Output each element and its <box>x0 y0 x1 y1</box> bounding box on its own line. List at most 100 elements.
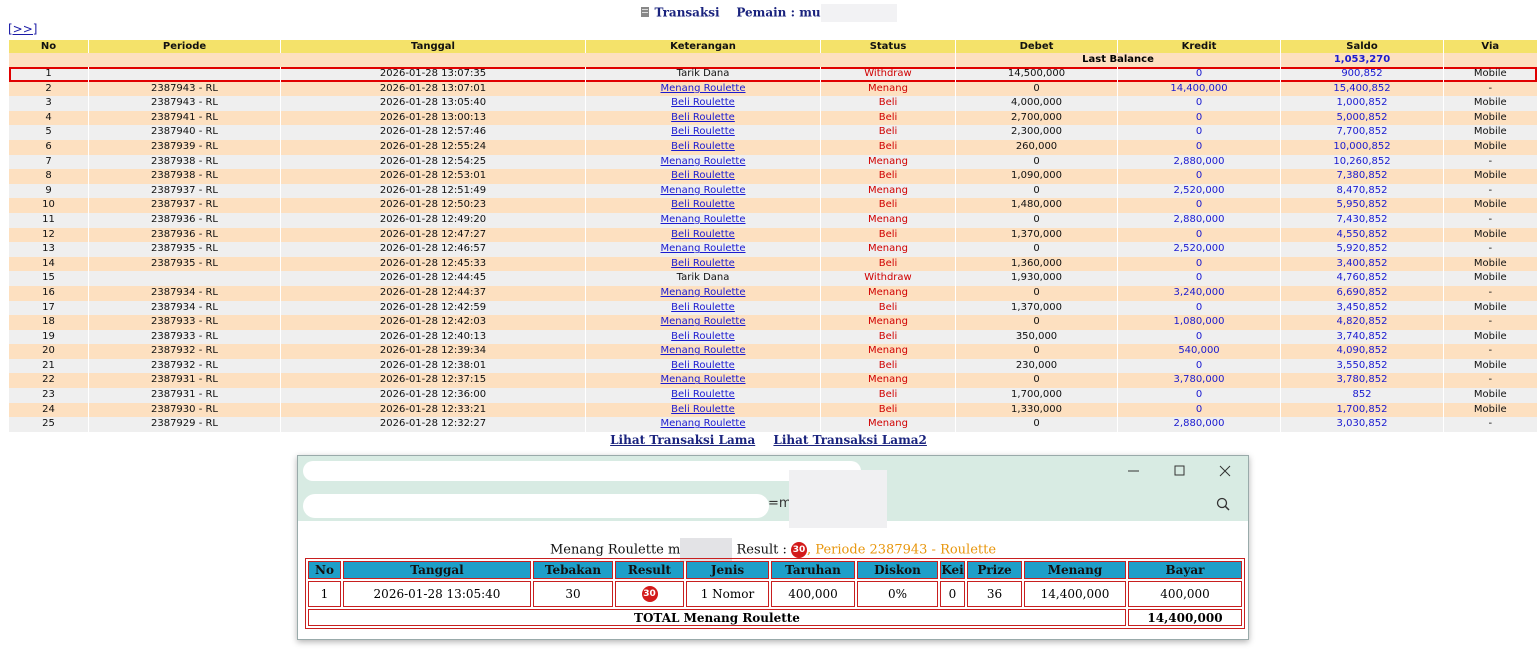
kredit: 2,880,000 <box>1117 212 1281 228</box>
debet: 0 <box>955 373 1118 389</box>
cell: 14,400,000 <box>1024 581 1126 607</box>
column-header: Jenis <box>686 561 769 579</box>
saldo: 852 <box>1280 388 1444 403</box>
cell: 400,000 <box>771 581 855 607</box>
keterangan-link[interactable]: Menang Roulette <box>660 345 746 357</box>
kredit: 14,400,000 <box>1117 81 1281 97</box>
tanggal: 2026-01-28 12:42:59 <box>280 300 586 316</box>
keterangan-link[interactable]: Menang Roulette <box>660 374 746 386</box>
periode: 2387937 - RL <box>88 183 281 199</box>
keterangan-link[interactable]: Beli Roulette <box>671 389 735 401</box>
address: =m <box>768 496 792 511</box>
tanggal: 2026-01-28 13:07:01 <box>280 81 586 97</box>
status: Menang <box>820 285 956 301</box>
no: 7 <box>8 154 89 170</box>
keterangan-link[interactable]: Beli Roulette <box>671 257 735 269</box>
no: 2 <box>8 81 89 97</box>
column-header: Debet <box>955 40 1118 53</box>
status: Menang <box>820 81 956 97</box>
tanggal: 2026-01-28 12:38:01 <box>280 358 586 374</box>
links: Lihat Transaksi Lama Lihat Transaksi Lam… <box>0 433 1537 447</box>
keterangan-link[interactable]: Beli Roulette <box>671 97 735 109</box>
window-controls[interactable] <box>1118 461 1238 516</box>
periode: , Periode 2387943 - Roulette <box>807 542 997 558</box>
keterangan: Beli Roulette <box>585 402 821 418</box>
player: Pemain : mu <box>736 5 821 20</box>
debet: 0 <box>955 344 1118 359</box>
keterangan-link[interactable]: Beli Roulette <box>671 301 735 313</box>
keterangan-link[interactable]: Menang Roulette <box>660 213 746 225</box>
total-label: TOTAL Menang Roulette <box>308 609 1126 626</box>
periode: 2387931 - RL <box>88 388 281 403</box>
status: Beli <box>820 227 956 243</box>
saldo: 10,000,852 <box>1280 139 1444 155</box>
keterangan-link[interactable]: Menang Roulette <box>660 155 746 167</box>
keterangan: Beli Roulette <box>585 198 821 213</box>
periode: 2387936 - RL <box>88 227 281 243</box>
old-link-2[interactable]: Lihat Transaksi Lama2 <box>773 433 927 447</box>
old-link[interactable]: Lihat Transaksi Lama <box>610 433 756 447</box>
keterangan-link[interactable]: Beli Roulette <box>671 140 735 152</box>
no: 1 <box>8 67 89 82</box>
keterangan-link[interactable]: Beli Roulette <box>671 170 735 182</box>
transaction-row: 23 2387931 - RL 2026-01-28 12:36:00 Beli Ro… <box>8 388 1537 403</box>
kredit: 0 <box>1117 402 1281 418</box>
tanggal: 2026-01-28 12:33:21 <box>280 402 586 418</box>
debet: 2,700,000 <box>955 110 1118 126</box>
keterangan-link[interactable]: Menang Roulette <box>660 316 746 328</box>
tanggal: 2026-01-28 12:47:27 <box>280 227 586 243</box>
keterangan-link[interactable]: Menang Roulette <box>660 243 746 255</box>
periode: 2387932 - RL <box>88 358 281 374</box>
via: - <box>1443 154 1537 170</box>
no: 3 <box>8 96 89 111</box>
transaction-row: 22 2387931 - RL 2026-01-28 12:37:15 Menang … <box>8 373 1537 389</box>
kredit: 0 <box>1117 198 1281 213</box>
keterangan-link[interactable]: Beli Roulette <box>671 126 735 138</box>
status: Beli <box>820 139 956 155</box>
periode: 2387935 - RL <box>88 256 281 272</box>
keterangan-link[interactable]: Beli Roulette <box>671 403 735 415</box>
debet: 0 <box>955 183 1118 199</box>
periode: 2387929 - RL <box>88 417 281 432</box>
periode <box>88 271 281 286</box>
via: Mobile <box>1443 169 1537 184</box>
saldo: 3,030,852 <box>1280 417 1444 432</box>
keterangan: Beli Roulette <box>585 96 821 111</box>
status: Beli <box>820 96 956 111</box>
keterangan: Tarik Dana <box>585 67 821 82</box>
transaction-row: 17 2387934 - RL 2026-01-28 12:42:59 Beli Ro… <box>8 300 1537 316</box>
via: Mobile <box>1443 139 1537 155</box>
no: 20 <box>8 344 89 359</box>
kredit: 0 <box>1117 96 1281 111</box>
keterangan-link[interactable]: Beli Roulette <box>671 228 735 240</box>
page-header: Transaksi Pemain : mu <box>0 4 1537 22</box>
keterangan-link[interactable]: Menang Roulette <box>660 82 746 94</box>
status: Menang <box>820 344 956 359</box>
debet: 230,000 <box>955 358 1118 374</box>
tanggal: 2026-01-28 12:42:03 <box>280 315 586 330</box>
via: - <box>1443 315 1537 330</box>
keterangan-link[interactable]: Menang Roulette <box>660 184 746 196</box>
tanggal: 2026-01-28 12:36:00 <box>280 388 586 403</box>
column-header: Status <box>820 40 956 53</box>
transaction-row: 13 2387935 - RL 2026-01-28 12:46:57 Menang … <box>8 242 1537 257</box>
nav-link[interactable]: [>>] <box>8 22 38 36</box>
keterangan-link[interactable]: Menang Roulette <box>660 286 746 298</box>
keterangan-link[interactable]: Menang Roulette <box>660 418 746 430</box>
debet: 14,500,000 <box>955 67 1118 82</box>
keterangan: Menang Roulette <box>585 315 821 330</box>
no: 9 <box>8 183 89 199</box>
status: Withdraw <box>820 271 956 286</box>
transaction-row: 10 2387937 - RL 2026-01-28 12:50:23 Beli Ro… <box>8 198 1537 213</box>
saldo: 10,260,852 <box>1280 154 1444 170</box>
kredit: 0 <box>1117 256 1281 272</box>
column-header: Result <box>615 561 684 579</box>
keterangan-link[interactable]: Beli Roulette <box>671 330 735 342</box>
kredit: 0 <box>1117 67 1281 82</box>
keterangan-link[interactable]: Beli Roulette <box>671 111 735 123</box>
keterangan-link[interactable]: Beli Roulette <box>671 199 735 211</box>
status: Beli <box>820 125 956 140</box>
keterangan-link[interactable]: Beli Roulette <box>671 359 735 371</box>
debet: 1,360,000 <box>955 256 1118 272</box>
periode: 2387933 - RL <box>88 315 281 330</box>
